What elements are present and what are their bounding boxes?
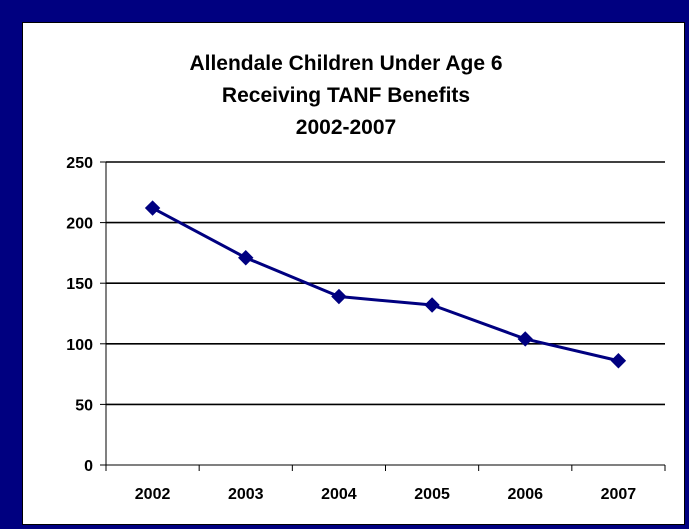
x-tick-label: 2007 [601, 486, 637, 503]
y-axis-ticks: 0 50 100 150 200 250 [66, 155, 106, 475]
chart-area: Allendale Children Under Age 6 Receiving… [22, 22, 685, 525]
data-point-marker [238, 250, 254, 266]
data-point-marker [610, 353, 627, 369]
y-tick-label: 100 [66, 337, 93, 354]
chart-title: Allendale Children Under Age 6 Receiving… [189, 52, 502, 139]
y-tick-label: 150 [66, 276, 93, 293]
y-tick-label: 250 [66, 155, 93, 172]
x-tick-label: 2003 [228, 486, 264, 503]
line-chart: Allendale Children Under Age 6 Receiving… [66, 52, 666, 503]
y-tick-label: 200 [66, 216, 93, 233]
series-line-group [144, 200, 627, 369]
x-tick-label: 2006 [507, 486, 543, 503]
x-tick-label: 2005 [414, 486, 450, 503]
y-tick-label: 50 [75, 397, 93, 414]
data-point-marker [144, 200, 161, 216]
chart-title-line-3: 2002-2007 [296, 116, 396, 139]
data-point-marker [331, 288, 347, 305]
x-tick-label: 2004 [321, 486, 357, 503]
chart-title-line-1: Allendale Children Under Age 6 [189, 52, 502, 75]
x-axis-ticks: 2002 2003 2004 2005 2006 2007 [105, 465, 666, 503]
chart-title-line-2: Receiving TANF Benefits [222, 84, 470, 107]
x-tick-label: 2002 [135, 486, 171, 503]
gridlines [106, 161, 665, 406]
series-line [151, 206, 619, 363]
y-tick-label: 0 [84, 458, 93, 475]
data-point-marker [424, 297, 440, 313]
data-point-marker [517, 331, 533, 347]
axes [105, 162, 665, 466]
